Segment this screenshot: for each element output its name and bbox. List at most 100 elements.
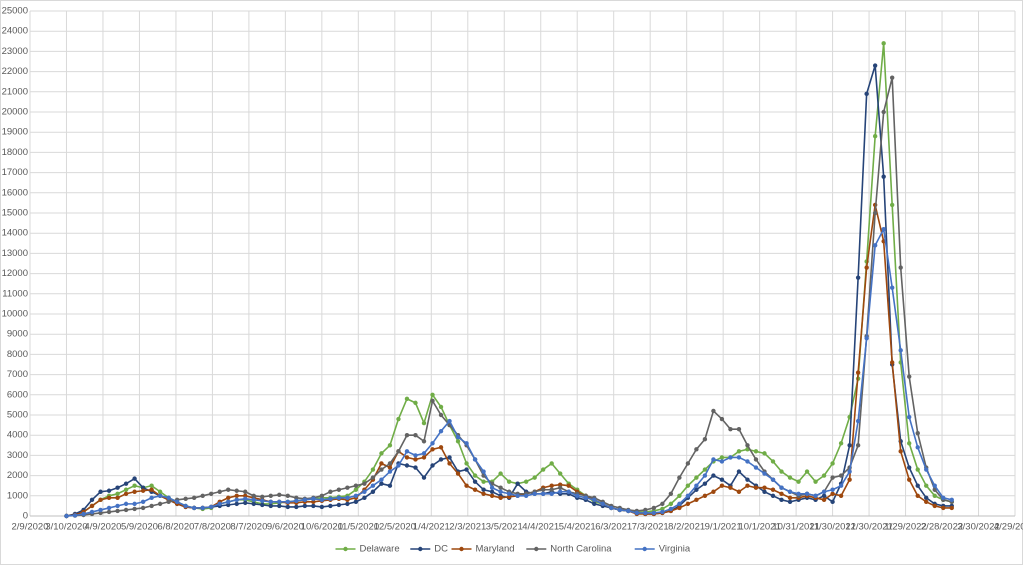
data-point [200,505,205,511]
data-point [872,210,878,216]
data-point [770,477,776,482]
grid [29,10,1016,517]
legend-marker [418,546,423,552]
x-tick-label: 12/30/2021 [845,522,893,533]
data-point [123,481,129,486]
y-tick-label: 14000 [2,228,28,239]
data-point [277,492,282,497]
data-point [779,469,784,474]
data-point [506,494,512,500]
data-point [694,487,699,492]
data-point [515,481,520,486]
data-point [123,501,129,507]
x-tick-label: 11/5/2020 [338,522,380,533]
data-point [438,457,444,462]
data-point [864,265,869,270]
data-point [140,505,146,511]
data-point [430,447,435,452]
legend-label: Delaware [360,544,400,555]
data-point [762,451,767,456]
data-point [813,493,818,498]
data-point [464,483,469,488]
data-point [260,494,265,500]
data-point [719,459,725,464]
data-point [643,510,648,516]
data-point [592,501,597,507]
data-point [277,503,282,509]
data-point [677,493,682,498]
data-point [728,485,733,490]
data-point [149,503,154,509]
x-tick-label: 10/31/2021 [772,522,820,533]
y-tick-label: 17000 [2,167,28,178]
data-point [438,412,444,418]
y-tick-label: 8000 [7,349,28,360]
data-point [140,488,146,493]
data-point [532,475,537,480]
data-point [847,443,852,448]
data-point [421,420,427,426]
data-point [881,174,886,179]
data-point [370,467,376,472]
data-point [668,506,674,512]
data-point [481,479,486,484]
data-point [592,497,597,503]
data-point [115,495,120,501]
data-point [149,487,154,492]
data-point [745,477,750,482]
data-point [719,477,725,482]
data-point [353,499,359,505]
data-point [72,513,78,518]
data-point [421,451,427,456]
data-point [881,226,886,232]
data-point [106,509,112,515]
data-point [660,509,665,515]
data-point [685,501,691,507]
data-point [472,487,478,492]
y-tick-label: 9000 [7,329,28,340]
data-point [234,501,239,507]
data-point [319,493,325,498]
data-point [889,75,895,80]
data-point [106,488,112,493]
y-tick-label: 5000 [7,410,28,421]
data-point [345,501,350,507]
data-point [362,481,367,486]
data-point [413,465,418,470]
data-point [345,495,350,501]
data-point [183,503,188,509]
data-point [847,469,852,474]
data-point [234,493,239,498]
data-point [907,465,912,470]
data-point [447,418,452,424]
data-point [668,491,674,496]
x-tick-label: 1/4/2021 [413,522,450,533]
data-point [328,503,333,509]
data-point [566,483,571,488]
data-point [243,500,248,506]
data-point [506,491,512,496]
data-point [736,469,742,474]
data-point [294,498,299,504]
data-point [753,485,759,490]
data-point [787,489,793,494]
data-point [736,426,742,432]
data-point [660,506,665,512]
data-point [132,476,137,481]
data-point [702,473,708,478]
y-tick-label: 4000 [7,430,28,441]
data-point [379,477,384,482]
data-point [523,493,529,498]
data-point [549,491,554,496]
data-point [830,475,835,480]
data-point [115,485,120,490]
data-point [924,495,929,501]
data-point [98,489,103,494]
data-point [694,447,699,452]
data-point [149,483,154,488]
data-point [889,285,895,290]
data-point [804,491,810,496]
data-point [889,360,895,365]
data-point [464,461,469,466]
data-point [796,491,801,496]
